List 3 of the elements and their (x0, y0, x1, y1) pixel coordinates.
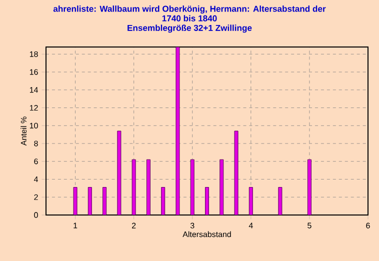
text: Ensemblegröße 32+1 Zwillinge (128, 24, 252, 33)
text: 1740 bis 1840 (162, 15, 217, 22)
text: ahrenliste: Wallbaum wird Oberkönig, Hermann: Altersabstand der (53, 6, 326, 14)
